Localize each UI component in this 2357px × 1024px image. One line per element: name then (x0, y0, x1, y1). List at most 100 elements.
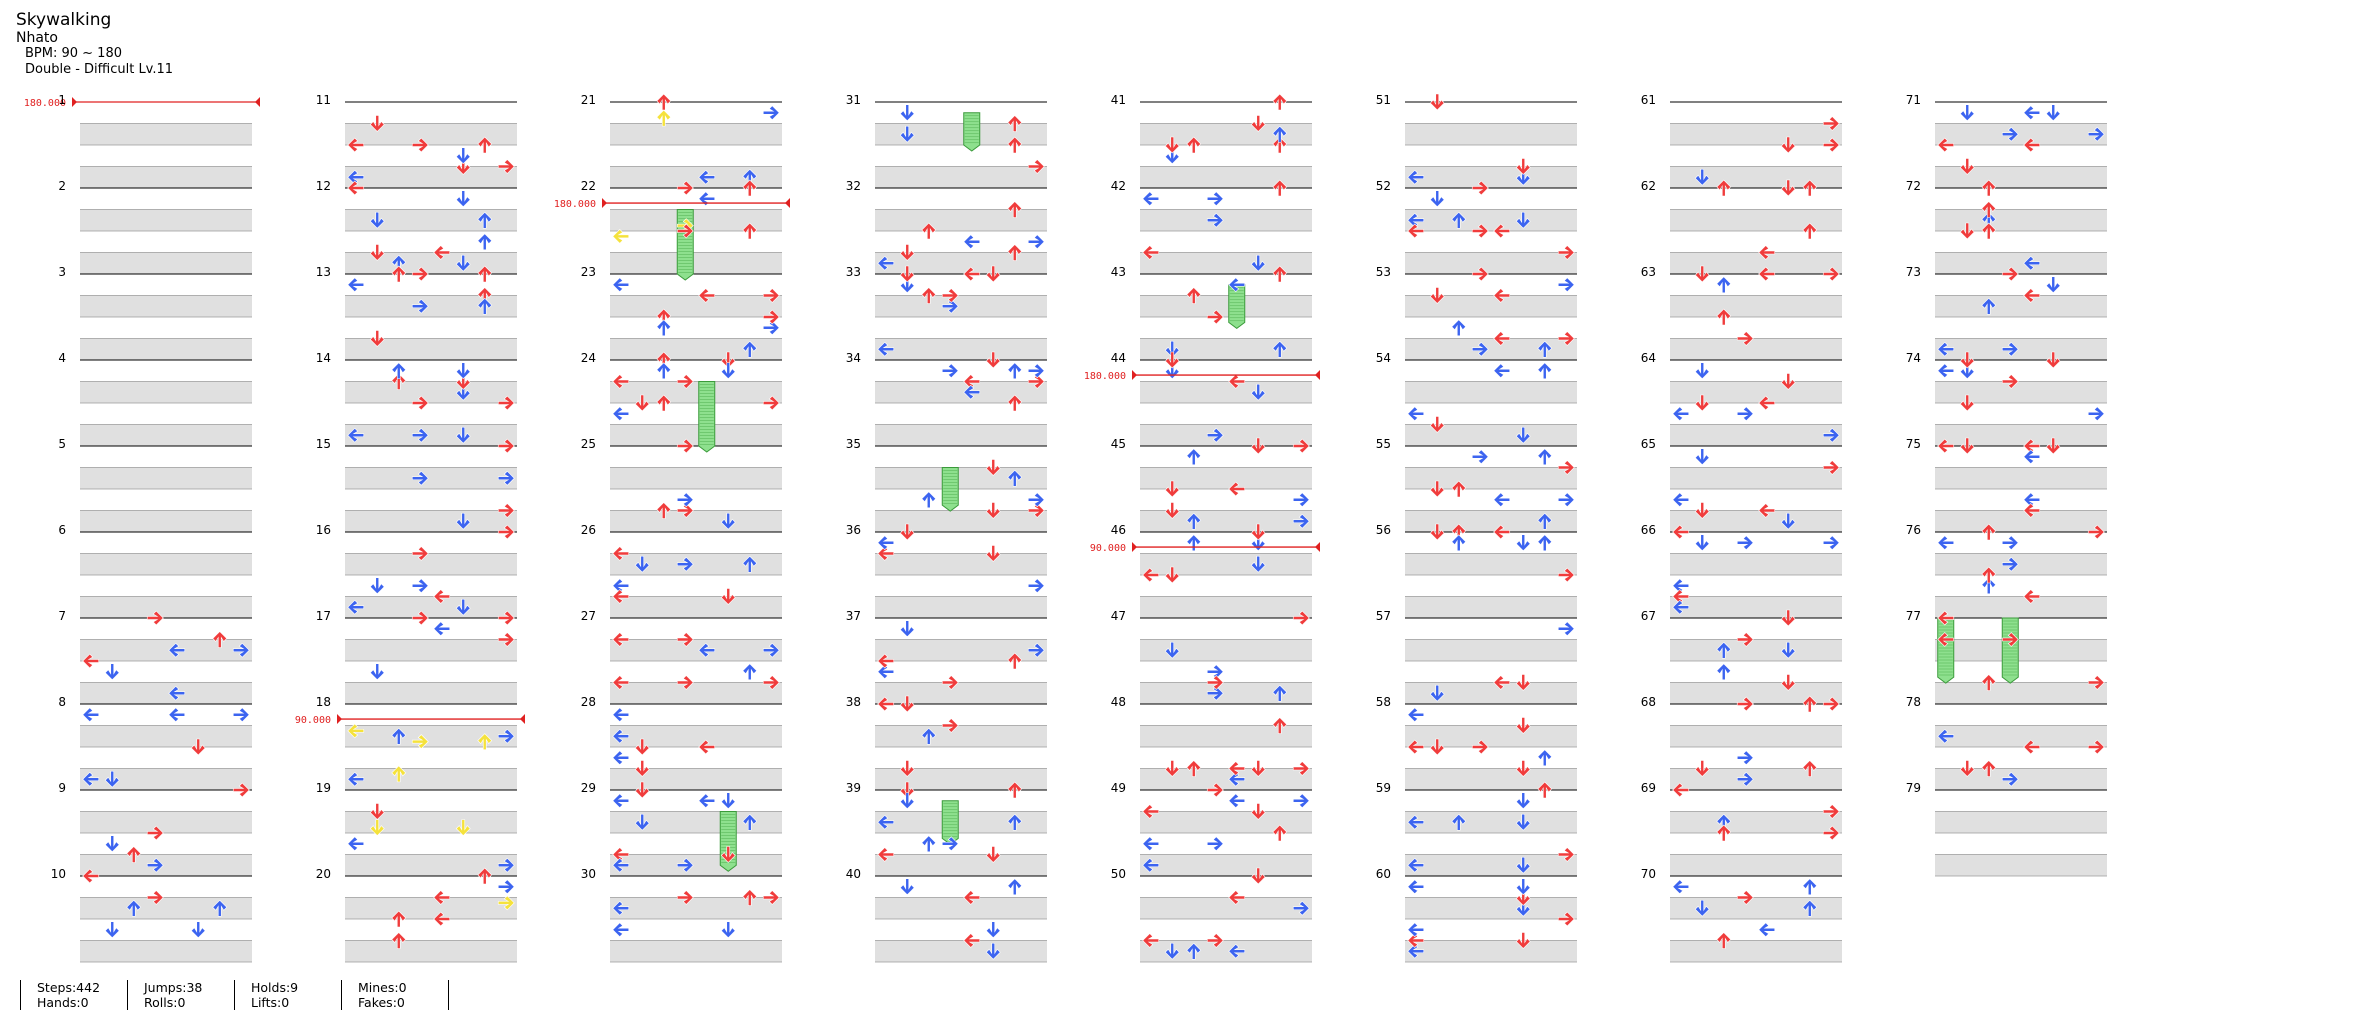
measure-number: 53 (1376, 265, 1391, 279)
beat-band (345, 682, 517, 704)
beat-band (80, 768, 252, 790)
measure-number: 19 (316, 781, 331, 795)
beat-band (1140, 725, 1312, 747)
arrow-right-icon (2087, 406, 2105, 422)
arrow-down-icon (455, 147, 471, 165)
arrow-left-icon (1493, 492, 1511, 508)
arrow-up-icon (1537, 448, 1553, 466)
beat-band (345, 295, 517, 317)
measure-number: 45 (1111, 437, 1126, 451)
arrow-left-icon (347, 277, 365, 293)
beat-band (610, 854, 782, 876)
arrow-right-icon (2001, 535, 2019, 551)
beat-band (80, 338, 252, 360)
arrow-left-icon (1407, 879, 1425, 895)
beat-band (345, 510, 517, 532)
arrow-up-icon (921, 491, 937, 509)
beat-band (1670, 123, 1842, 145)
arrow-up-icon (1186, 448, 1202, 466)
beat-band (1405, 338, 1577, 360)
bpm-range: BPM: 90 ~ 180 (25, 46, 122, 61)
stat-group: Holds:9 Lifts:0 (234, 980, 298, 1010)
arrow-left-icon (1937, 535, 1955, 551)
measure-number: 59 (1376, 781, 1391, 795)
arrow-left-icon (1228, 793, 1246, 809)
arrow-down-icon (985, 921, 1001, 939)
arrow-left-icon (612, 793, 630, 809)
measure-number: 79 (1906, 781, 1921, 795)
beat-band (1670, 725, 1842, 747)
arrow-down-icon (2045, 276, 2061, 294)
beat-band (345, 381, 517, 403)
measure-number: 31 (846, 93, 861, 107)
measure-number: 5 (58, 437, 66, 451)
bpm-marker-icon (1132, 370, 1137, 381)
song-artist: Nhato (16, 30, 58, 46)
measure-number: 49 (1111, 781, 1126, 795)
beat-band (1670, 467, 1842, 489)
beat-band (1405, 897, 1577, 919)
beat-band (875, 381, 1047, 403)
beat-band (80, 596, 252, 618)
beat-band (1935, 596, 2107, 618)
beat-band (1140, 252, 1312, 274)
measure-number: 30 (581, 867, 596, 881)
arrow-left-icon (612, 707, 630, 723)
beat-band (345, 639, 517, 661)
measure-number: 11 (316, 93, 331, 107)
beat-band (1405, 553, 1577, 575)
arrow-down-icon (899, 792, 915, 810)
beat-band (1140, 166, 1312, 188)
arrow-left-icon (1672, 406, 1690, 422)
beat-band (1405, 424, 1577, 446)
measure-number: 65 (1641, 437, 1656, 451)
arrow-left-icon (612, 228, 630, 244)
beat-band (1935, 166, 2107, 188)
arrow-right-icon (676, 492, 694, 508)
measure-number: 37 (846, 609, 861, 623)
arrow-up-icon (477, 233, 493, 251)
measure-number: 73 (1906, 265, 1921, 279)
hold-body (941, 467, 959, 512)
measure-number: 48 (1111, 695, 1126, 709)
measure-number: 43 (1111, 265, 1126, 279)
beat-band (1935, 252, 2107, 274)
beat-band (1140, 897, 1312, 919)
arrow-up-icon (921, 835, 937, 853)
beat-band (80, 166, 252, 188)
arrow-down-icon (190, 921, 206, 939)
beat-band (1140, 424, 1312, 446)
beat-band (1935, 854, 2107, 876)
bpm-change-marker: 90.000 (295, 714, 525, 726)
beat-band (345, 166, 517, 188)
arrow-right-icon (1027, 578, 1045, 594)
beat-band (1405, 467, 1577, 489)
measure-number: 32 (846, 179, 861, 193)
beat-band (345, 811, 517, 833)
beat-band (1140, 510, 1312, 532)
beat-band (875, 338, 1047, 360)
beat-band (80, 940, 252, 962)
beat-band (1140, 639, 1312, 661)
beat-band (875, 209, 1047, 231)
bpm-change-marker: 180.000 (24, 97, 260, 109)
beat-band (1140, 682, 1312, 704)
beat-band (610, 940, 782, 962)
beat-band (610, 123, 782, 145)
beat-band (1935, 338, 2107, 360)
beat-band (345, 768, 517, 790)
measure-number: 33 (846, 265, 861, 279)
arrow-left-icon (1758, 922, 1776, 938)
measure-number: 46 (1111, 523, 1126, 537)
measure-number: 18 (316, 695, 331, 709)
beat-band (1670, 897, 1842, 919)
beat-band (875, 123, 1047, 145)
bpm-marker-icon (72, 97, 77, 107)
beat-band (1405, 123, 1577, 145)
arrow-down-icon (1694, 534, 1710, 552)
measure-number: 64 (1641, 351, 1656, 365)
stat-line: Jumps:38 (144, 980, 203, 995)
arrow-down-icon (899, 620, 915, 638)
bpm-marker-icon (337, 714, 342, 725)
